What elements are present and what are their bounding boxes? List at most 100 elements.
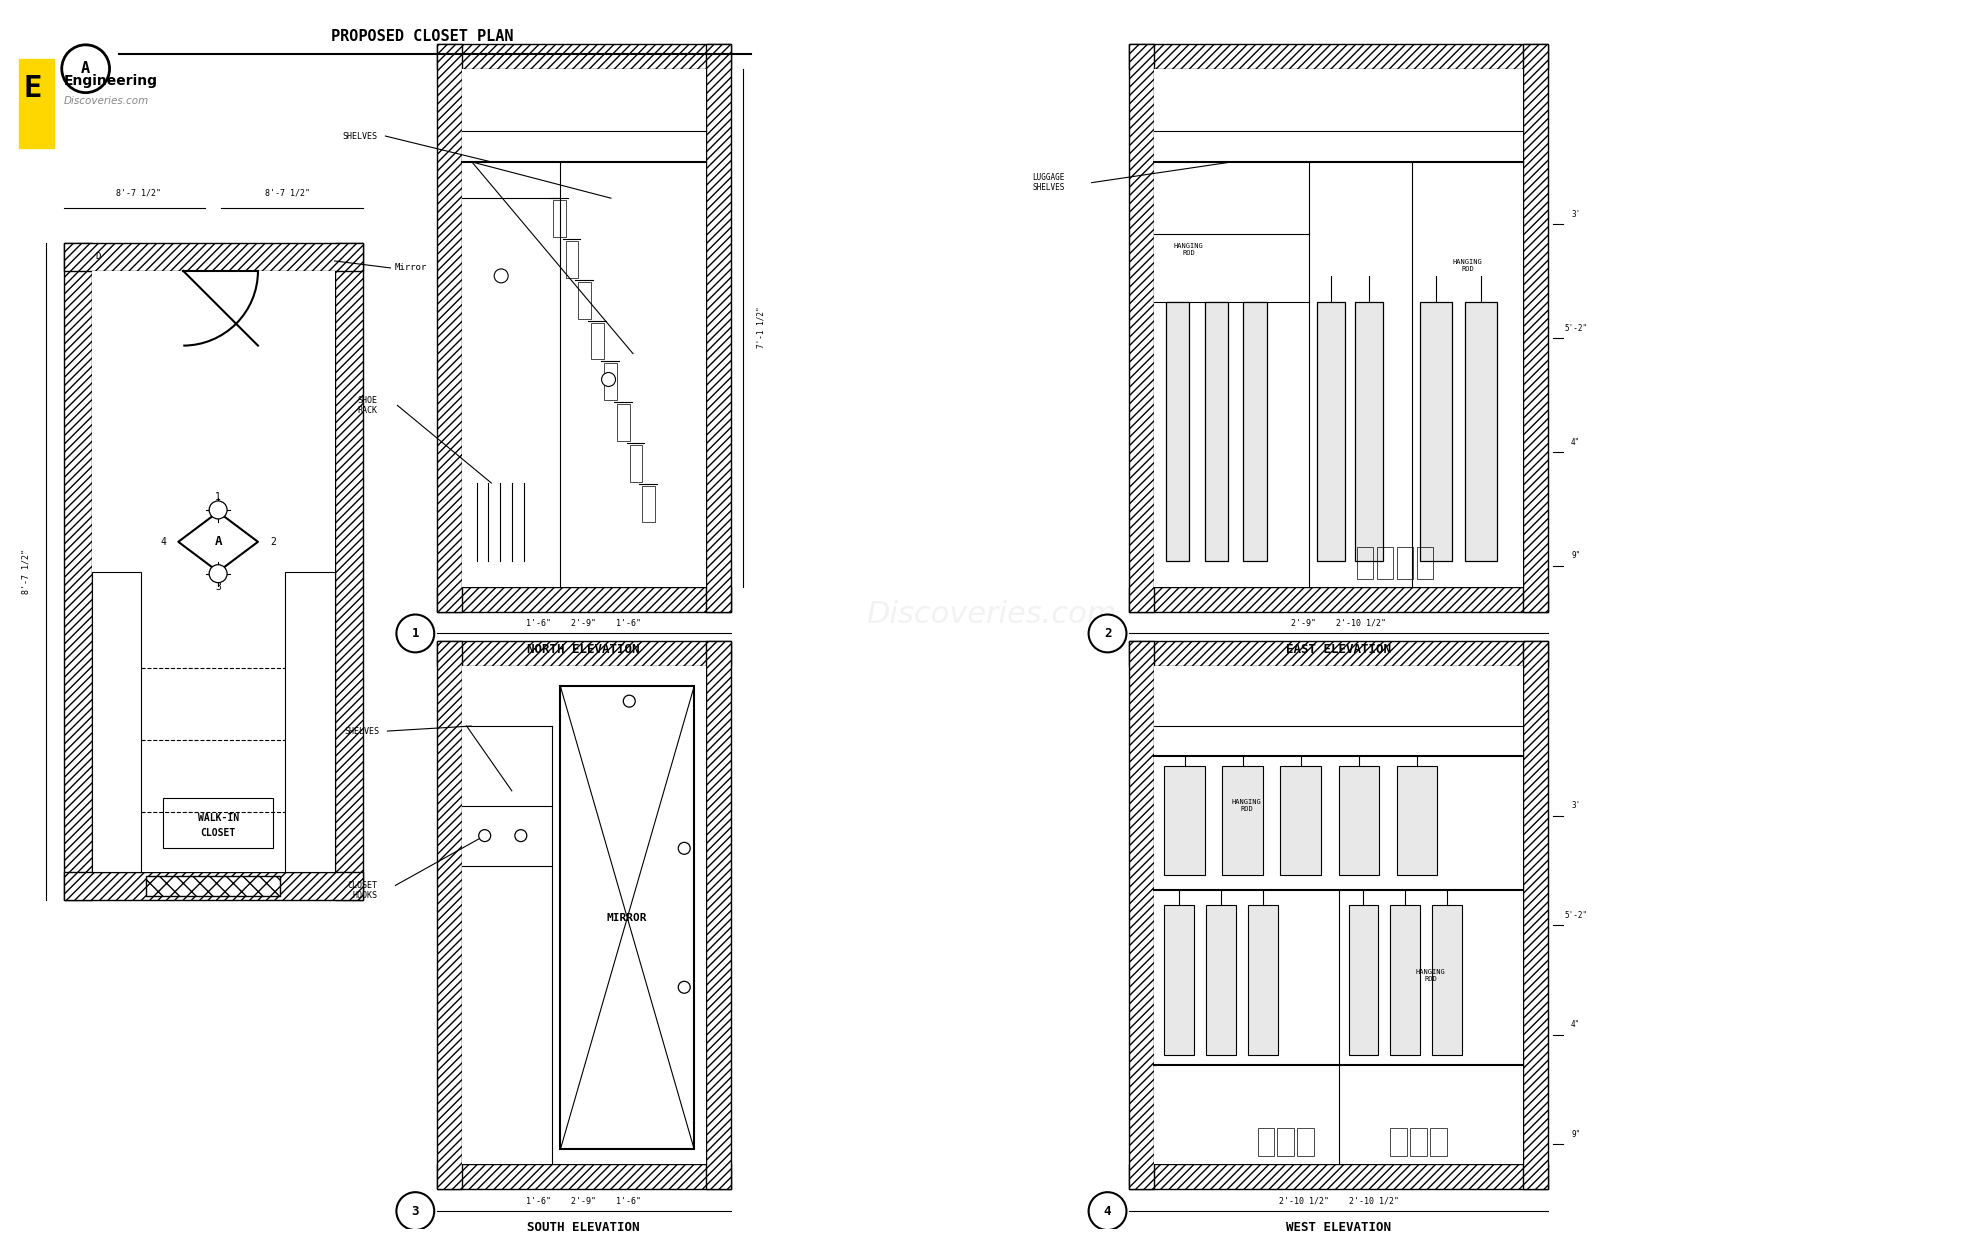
Circle shape [494, 269, 507, 283]
Circle shape [1088, 615, 1126, 653]
Bar [616, 404, 630, 441]
Text: PROPOSED CLOSET PLAN: PROPOSED CLOSET PLAN [331, 30, 513, 44]
Text: 3: 3 [216, 581, 222, 591]
Bar [1377, 547, 1393, 579]
Circle shape [480, 829, 492, 842]
Text: Mirror: Mirror [394, 263, 426, 273]
Bar [1163, 906, 1195, 1055]
Bar [1243, 302, 1266, 560]
Text: 1: 1 [216, 492, 222, 502]
Bar [1298, 1128, 1314, 1156]
Bar [561, 686, 694, 1149]
Bar [1433, 906, 1463, 1055]
Circle shape [678, 981, 690, 993]
Text: 3': 3' [1572, 801, 1580, 811]
Text: 1: 1 [412, 627, 418, 640]
Bar [1223, 766, 1263, 875]
Bar [1431, 1128, 1447, 1156]
Bar [1154, 666, 1522, 1165]
Bar [1318, 302, 1346, 560]
Bar [1130, 642, 1548, 666]
Bar [462, 666, 706, 1165]
Circle shape [396, 1192, 434, 1230]
Circle shape [61, 44, 109, 93]
Bar [1280, 766, 1322, 875]
Circle shape [210, 501, 228, 520]
Circle shape [210, 565, 228, 582]
Bar [1278, 1128, 1294, 1156]
Bar [591, 322, 605, 359]
Text: 1'-6"    2'-9"    1'-6": 1'-6" 2'-9" 1'-6" [525, 1197, 640, 1206]
Bar [1348, 906, 1377, 1055]
Bar [565, 241, 579, 278]
Bar [335, 243, 363, 901]
Bar [1417, 547, 1433, 579]
Bar [438, 642, 462, 1190]
Bar [1130, 44, 1154, 612]
Text: HANGING
ROD: HANGING ROD [1231, 800, 1261, 812]
Text: WEST ELEVATION: WEST ELEVATION [1286, 1220, 1391, 1234]
Text: WALK-IN: WALK-IN [198, 813, 238, 823]
Bar [438, 44, 731, 69]
Bar [1465, 302, 1496, 560]
Text: MIRROR: MIRROR [606, 913, 648, 923]
Circle shape [1088, 1192, 1126, 1230]
Text: 5'-2": 5'-2" [1564, 911, 1588, 919]
Bar [1163, 766, 1205, 875]
Text: 8'-7 1/2": 8'-7 1/2" [115, 189, 161, 197]
Bar [642, 486, 656, 522]
Bar [438, 44, 462, 612]
Bar [1257, 1128, 1274, 1156]
Bar [1389, 1128, 1407, 1156]
Text: 4: 4 [161, 537, 166, 547]
Text: CLOSET: CLOSET [200, 828, 236, 838]
Text: 5'-2": 5'-2" [1564, 323, 1588, 333]
Bar [1249, 906, 1278, 1055]
Text: LUGGAGE
SHELVES: LUGGAGE SHELVES [1033, 173, 1064, 193]
Text: CLOSET
HOOKS: CLOSET HOOKS [347, 881, 377, 900]
Text: Engineering: Engineering [63, 74, 159, 88]
Bar [1421, 302, 1453, 560]
Bar [630, 445, 642, 481]
Bar [147, 876, 279, 896]
Circle shape [396, 615, 434, 653]
Bar [1130, 44, 1548, 69]
Text: 4": 4" [1572, 1021, 1580, 1029]
Bar [1207, 906, 1237, 1055]
Text: E: E [24, 74, 42, 104]
Text: A: A [81, 62, 91, 77]
Bar [63, 243, 91, 901]
Text: 2: 2 [270, 537, 275, 547]
Bar [438, 1165, 731, 1190]
Bar [163, 797, 274, 848]
Text: HANGING
ROD: HANGING ROD [1415, 969, 1445, 981]
Bar [63, 243, 363, 271]
Text: 1'-6"    2'-9"    1'-6": 1'-6" 2'-9" 1'-6" [525, 619, 640, 628]
Bar [462, 69, 706, 586]
Bar [1391, 906, 1421, 1055]
Text: HANGING
ROD: HANGING ROD [1173, 243, 1203, 257]
Bar [438, 586, 731, 612]
Bar [605, 363, 616, 400]
Bar [1205, 302, 1229, 560]
Text: SHELVES: SHELVES [343, 132, 377, 141]
Bar [553, 200, 565, 237]
Text: HANGING
ROD: HANGING ROD [1453, 259, 1483, 271]
Bar [1338, 766, 1379, 875]
Text: SOUTH ELEVATION: SOUTH ELEVATION [527, 1220, 640, 1234]
Bar [706, 44, 731, 612]
Text: 7'-1 1/2": 7'-1 1/2" [757, 307, 765, 348]
Bar [91, 271, 335, 872]
Text: 3': 3' [1572, 210, 1580, 218]
Circle shape [622, 695, 636, 707]
Bar [1130, 586, 1548, 612]
Bar [1154, 69, 1522, 586]
Circle shape [678, 843, 690, 854]
Text: 4": 4" [1572, 438, 1580, 447]
Text: 8'-7 1/2": 8'-7 1/2" [22, 549, 30, 595]
Text: 9": 9" [1572, 552, 1580, 560]
Bar [91, 571, 141, 872]
Bar [63, 872, 363, 901]
Bar [1356, 302, 1383, 560]
Text: Discoveries.com: Discoveries.com [866, 600, 1116, 629]
